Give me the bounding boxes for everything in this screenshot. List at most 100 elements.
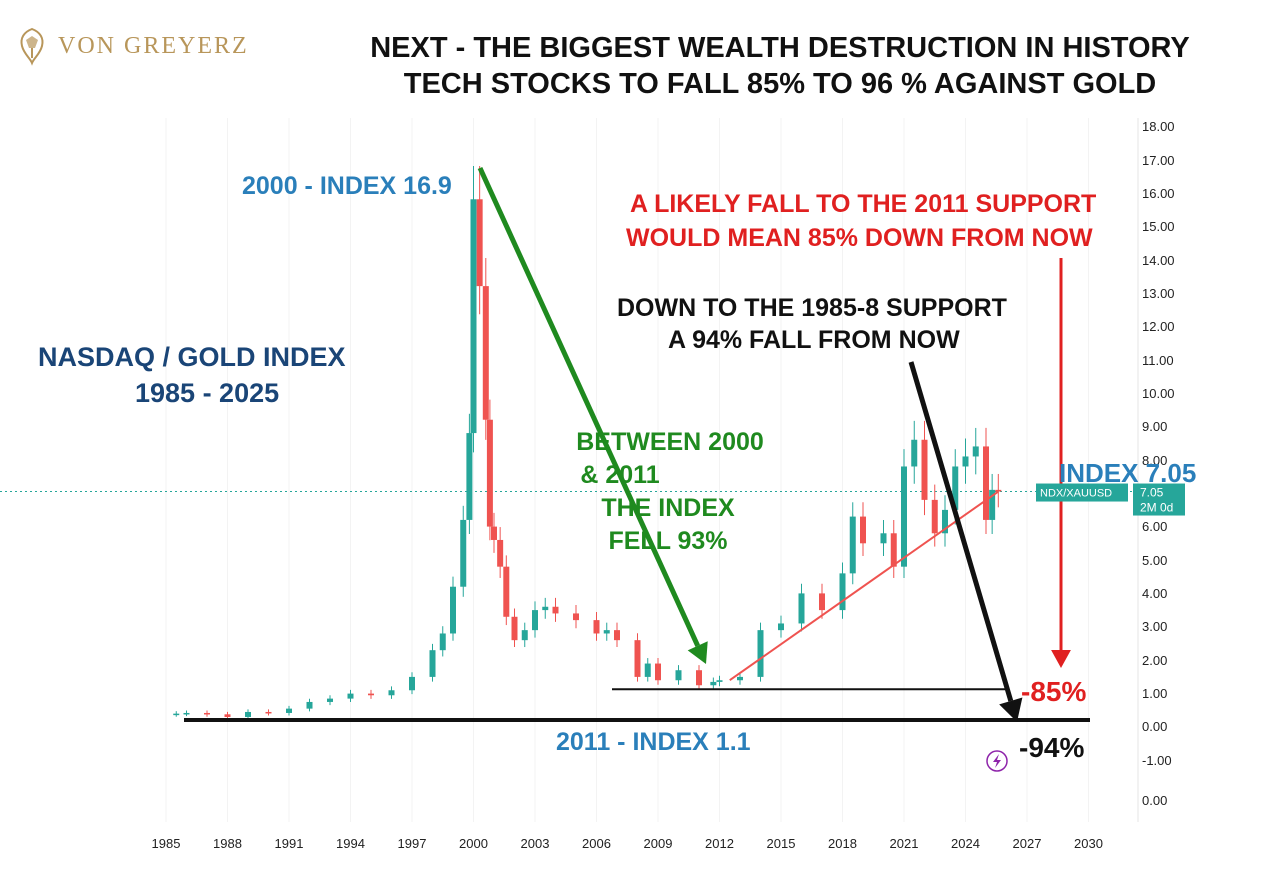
headline-line-2: TECH STOCKS TO FALL 85% TO 96 % AGAINST … [403, 68, 1157, 100]
chart-title-line-2: 1985 - 2025 [135, 378, 280, 408]
trough-annotation: 2011 - INDEX 1.1 [556, 728, 751, 756]
candle-up [972, 427, 979, 475]
y-tick-label: 3.00 [1142, 619, 1167, 634]
candle-body [819, 593, 825, 611]
candle-down [482, 257, 489, 440]
pct-94-annotation: -94% [1019, 732, 1085, 763]
candle-body [368, 693, 374, 696]
candle-down [265, 709, 272, 716]
candle-down [593, 612, 600, 641]
candle-body [183, 712, 190, 715]
green-arrow-shaft [477, 166, 700, 647]
candle-body [972, 446, 979, 457]
y-tick-label: 11.00 [1142, 353, 1174, 368]
y-tick-label: 9.00 [1142, 419, 1167, 434]
candle-body [921, 439, 928, 500]
candle-body [409, 676, 415, 691]
green-arrow [477, 166, 708, 664]
candle-up [521, 622, 528, 648]
candle-body [757, 630, 764, 677]
griffin-crest-icon [20, 27, 44, 66]
candle-body [245, 711, 251, 717]
candle-body [497, 539, 504, 567]
green-annotation-line-1: BETWEEN 2000 [576, 428, 764, 456]
brand-logo: VON GREYERZ [14, 26, 249, 66]
candle-up [286, 705, 292, 716]
x-tick-label: 2021 [890, 836, 919, 851]
candle-down [819, 583, 825, 619]
y-tick-label: 6.00 [1142, 519, 1167, 534]
candle-up [880, 519, 887, 556]
candle-body [593, 620, 600, 634]
green-annotation-line-2: & 2011 [580, 461, 660, 489]
candle-up [757, 622, 764, 682]
candle-body [901, 466, 907, 567]
candle-up [603, 622, 610, 641]
candle-down [368, 689, 374, 699]
black-annotation-line-1: DOWN TO THE 1985-8 SUPPORT [617, 294, 1007, 322]
candle-body [265, 711, 272, 714]
y-tick-label: 18.00 [1142, 119, 1175, 134]
candle-body [503, 566, 510, 617]
candle-body [614, 630, 620, 641]
candle-body [716, 680, 723, 682]
candle-body [521, 630, 528, 641]
candle-up [839, 562, 846, 619]
candle-body [778, 623, 784, 631]
candle-up [675, 665, 682, 685]
black-annotation-line-2: A 94% FALL FROM NOW [668, 326, 960, 354]
candle-down [614, 622, 620, 648]
candle-body [890, 533, 897, 567]
candle-up [173, 711, 180, 717]
candle-body [710, 681, 717, 686]
candle-up [716, 675, 723, 687]
support-trendline [729, 490, 999, 682]
x-axis-labels: 1985 1988 1991 1994 1997 2000 2003 2006 2009 2012… [152, 836, 1103, 851]
candle-up [644, 658, 651, 682]
candle-body [204, 712, 210, 715]
candle-body [460, 519, 467, 587]
candle-up [439, 626, 446, 657]
candle-up [542, 597, 549, 619]
candle-up [388, 686, 395, 699]
red-arrow-head [1051, 650, 1071, 668]
candle-body [388, 690, 395, 696]
current-index-annotation: INDEX 7.05 [1059, 458, 1197, 488]
candle-body [839, 573, 846, 611]
candle-up [942, 495, 948, 547]
candlestick-series [173, 165, 1002, 720]
candle-down [890, 519, 897, 578]
candle-body [942, 509, 948, 534]
green-annotation-line-3: THE INDEX [601, 494, 735, 522]
candle-body [286, 708, 292, 713]
candle-body [470, 199, 477, 434]
y-tick-label: 14.00 [1142, 253, 1175, 268]
x-tick-label: 2003 [521, 836, 550, 851]
candle-down [921, 420, 928, 516]
candle-down [476, 165, 483, 315]
candle-body [849, 516, 856, 574]
candle-body [989, 489, 996, 520]
price-tag-value-bg [1133, 483, 1185, 516]
x-tick-label: 2006 [582, 836, 611, 851]
candle-body [482, 286, 489, 420]
black-arrow-shaft [908, 361, 1014, 702]
y-tick-label: 5.00 [1142, 553, 1167, 568]
candle-down [486, 399, 493, 541]
price-tag[interactable]: NDX/XAUUSD 7.05 2M 0d [1036, 483, 1185, 516]
candle-body [655, 663, 661, 681]
candle-down [860, 502, 866, 556]
candle-body [429, 650, 436, 677]
lightning-icon[interactable] [986, 750, 1008, 772]
candle-down [696, 665, 702, 690]
brand-name: VON GREYERZ [58, 32, 249, 59]
y-tick-label: -1.00 [1142, 753, 1172, 768]
y-tick-label: 8.00 [1142, 453, 1167, 468]
black-arrow-head [999, 697, 1023, 722]
candle-down [573, 604, 579, 629]
price-tag-value: 7.05 [1140, 486, 1164, 500]
candle-body [347, 693, 354, 699]
candle-body [798, 593, 805, 624]
candle-down [511, 608, 518, 648]
candle-body [931, 499, 938, 534]
